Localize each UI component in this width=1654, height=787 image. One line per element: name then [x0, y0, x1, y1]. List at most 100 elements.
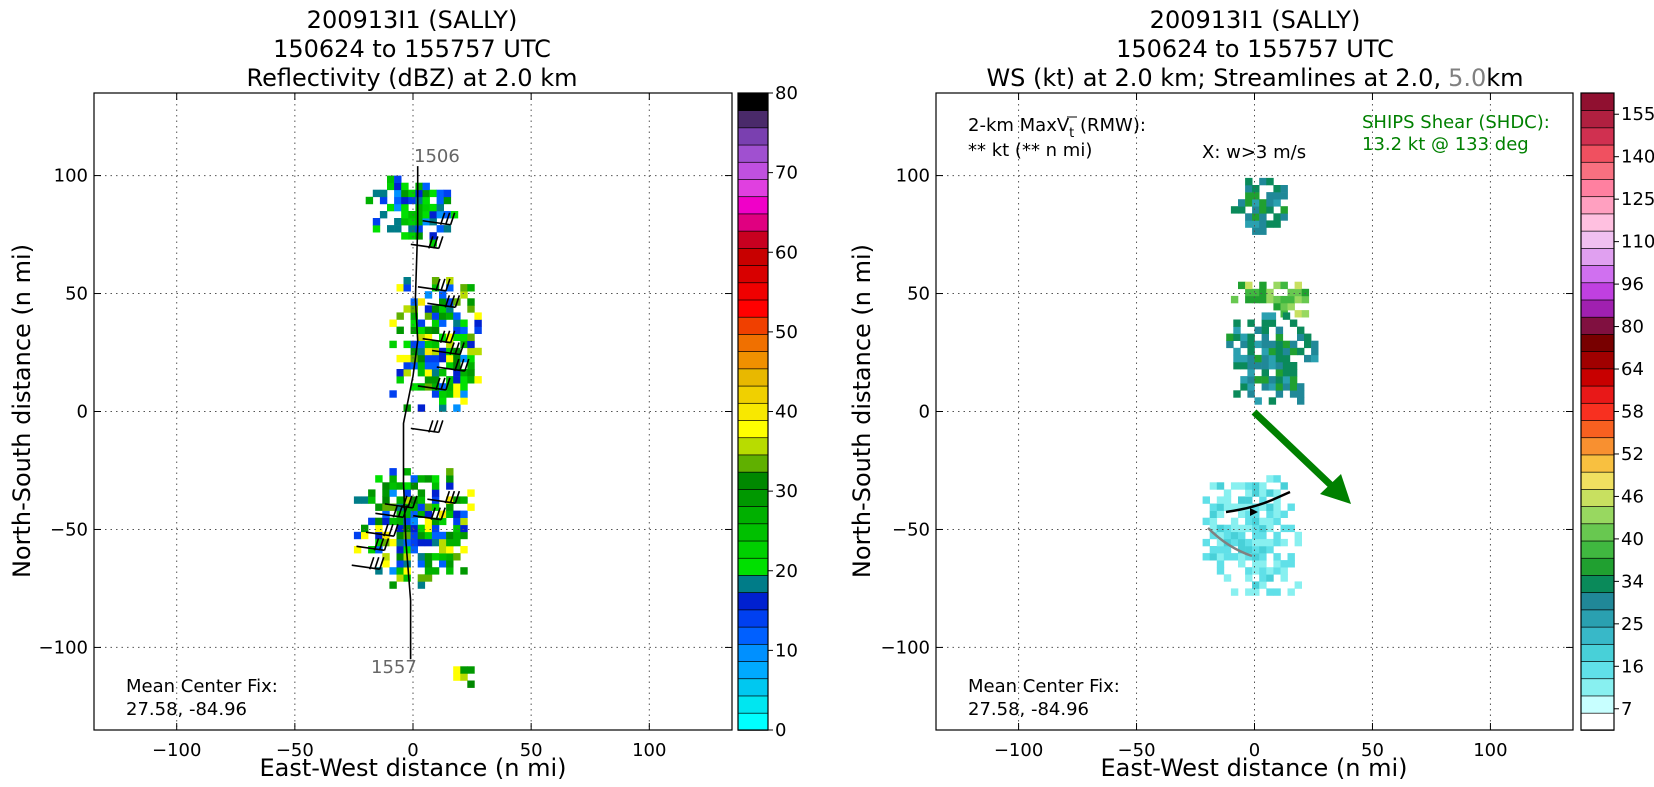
- data-cell: [1261, 369, 1269, 377]
- data-cell: [417, 560, 426, 568]
- data-cell: [431, 312, 440, 320]
- data-cell: [1273, 185, 1281, 193]
- data-cell: [1273, 496, 1281, 504]
- data-cell: [1245, 588, 1253, 596]
- data-cell: [422, 182, 430, 191]
- colorbar-tick-label: 140: [1621, 147, 1654, 168]
- data-cell: [389, 517, 397, 526]
- data-cell: [460, 319, 468, 327]
- data-cell: [1273, 489, 1281, 497]
- data-cell: [1266, 574, 1274, 582]
- colorbar-segment: [737, 695, 769, 714]
- data-cell: [1266, 588, 1274, 596]
- data-cell: [389, 390, 397, 398]
- data-cell: [417, 333, 426, 341]
- colorbar-segment: [1580, 540, 1615, 559]
- data-cell: [396, 553, 404, 561]
- data-cell: [1273, 510, 1281, 518]
- colorbar-segment: [737, 350, 769, 370]
- data-cell: [1297, 383, 1305, 391]
- data-cell: [1247, 362, 1255, 370]
- colorbar-segment: [737, 643, 769, 662]
- data-cell: [1230, 524, 1239, 533]
- data-cell: [460, 524, 468, 533]
- data-cell: [379, 196, 388, 205]
- data-cell: [417, 524, 426, 533]
- data-cell: [436, 196, 444, 205]
- data-cell: [417, 538, 426, 547]
- data-cell: [375, 538, 383, 547]
- data-cell: [1245, 192, 1253, 200]
- colorbar-segment: [737, 109, 769, 129]
- data-cell: [396, 326, 404, 334]
- data-cell: [453, 312, 461, 320]
- data-cell: [1289, 383, 1298, 391]
- data-cell: [453, 524, 461, 533]
- colorbar-segment: [1580, 436, 1615, 456]
- shear-arrow-head: [1320, 474, 1351, 504]
- data-cell: [467, 376, 475, 384]
- data-cell: [1282, 340, 1291, 349]
- data-cell: [1252, 538, 1260, 547]
- data-cell: [424, 475, 433, 483]
- data-cell: [1282, 369, 1291, 377]
- data-cell: [361, 496, 369, 504]
- data-cell: [467, 489, 475, 497]
- colorbar-segment: [1580, 213, 1615, 232]
- data-cell: [389, 489, 397, 497]
- right-x-ticks: −100 −50 0 50 100: [994, 93, 1508, 761]
- data-cell: [431, 326, 440, 334]
- data-cell: [417, 574, 426, 582]
- colorbar-segment: [737, 557, 769, 576]
- wind-barb-flag: [459, 342, 465, 355]
- data-cell: [460, 496, 468, 504]
- data-cell: [372, 218, 381, 226]
- x-tick-label: −50: [1118, 740, 1156, 761]
- data-cell: [387, 225, 395, 233]
- data-cell: [453, 390, 461, 398]
- data-cell: [467, 680, 475, 688]
- data-cell: [1268, 362, 1277, 370]
- wind-barb-flag: [454, 342, 460, 355]
- right-title-line-1: 200913I1 (SALLY): [1150, 6, 1361, 34]
- right-title-line-3: WS (kt) at 2.0 km; Streamlines at 2.0, 5.…: [986, 64, 1523, 92]
- data-cell: [1238, 510, 1246, 518]
- data-cell: [403, 496, 411, 504]
- data-cell: [403, 369, 411, 377]
- data-cell: [424, 347, 433, 356]
- data-cell: [1273, 220, 1281, 228]
- data-cell: [1275, 362, 1284, 370]
- data-cell: [446, 383, 454, 391]
- data-cell: [417, 553, 426, 561]
- colorbar-tick-label: 64: [1621, 359, 1644, 380]
- data-cell: [394, 218, 402, 226]
- colorbar-segment: [1580, 247, 1615, 266]
- data-cell: [1226, 340, 1234, 349]
- data-cell: [1266, 546, 1274, 554]
- data-cell: [460, 531, 468, 540]
- wind-barb-flag: [449, 342, 455, 355]
- data-cell: [396, 376, 404, 384]
- wind-barb-flag: [454, 295, 461, 308]
- data-cell: [436, 203, 444, 212]
- data-cell: [382, 553, 390, 561]
- wind-barb-flag: [433, 236, 439, 249]
- data-cell: [446, 333, 454, 341]
- wind-barb-flag: [444, 212, 451, 226]
- colorbar-segment: [737, 436, 769, 456]
- data-cell: [1294, 288, 1302, 297]
- data-cell: [417, 503, 426, 511]
- data-cell: [1301, 310, 1310, 318]
- data-cell: [1240, 376, 1248, 384]
- data-cell: [1261, 362, 1269, 370]
- data-cell: [446, 553, 454, 561]
- data-cell: [1216, 503, 1225, 511]
- colorbar-segment: [737, 333, 769, 352]
- colorbar-tick-label: 52: [1621, 444, 1644, 465]
- data-cell: [1294, 538, 1302, 547]
- data-cell: [1259, 524, 1267, 533]
- data-cell: [410, 496, 418, 504]
- right-streamline-arrowhead: [1250, 508, 1258, 516]
- wind-barb-flag: [397, 505, 404, 518]
